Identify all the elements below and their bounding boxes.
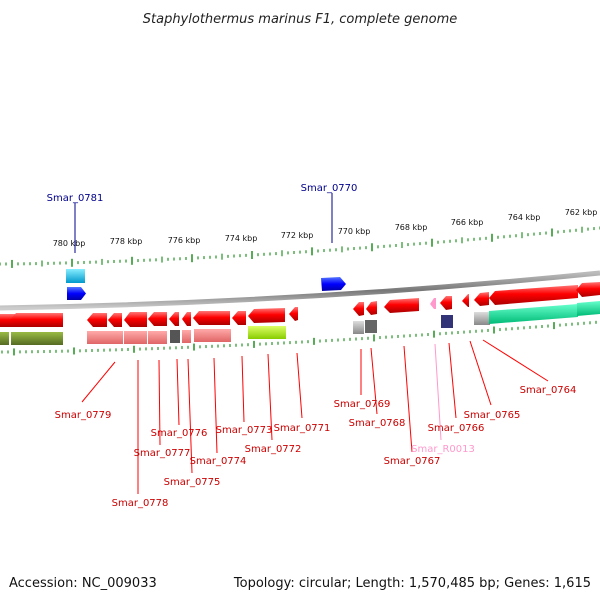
gene-arrow-smar-0765[interactable] <box>462 294 469 307</box>
gene-arrow-smar-0775[interactable] <box>169 312 179 326</box>
gene-label-smar-0774[interactable]: Smar_0774 <box>190 456 247 467</box>
gene-label-smar-0769[interactable]: Smar_0769 <box>334 399 391 410</box>
category-block <box>248 326 286 339</box>
leader-line <box>213 357 218 454</box>
leader-line <box>482 339 549 382</box>
gene-arrow-smar-0779[interactable] <box>87 313 107 327</box>
leader-line <box>448 342 457 419</box>
kbp-label: 768 kbp <box>395 223 428 232</box>
gene-arrow[interactable] <box>289 307 298 321</box>
gene-label-smar-0777[interactable]: Smar_0777 <box>134 448 191 459</box>
gene-label-smar-0773[interactable]: Smar_0773 <box>216 425 273 436</box>
gene-label-smar-r0013[interactable]: Smar_R0013 <box>411 444 475 455</box>
gene-arrow[interactable] <box>474 292 489 306</box>
gene-arrow-smar-0773[interactable] <box>193 311 230 325</box>
leader-line <box>434 343 442 441</box>
kbp-label: 774 kbp <box>225 234 258 243</box>
gene-arrow-smar-0776[interactable] <box>148 312 167 326</box>
kbp-scale: 780 kbp 778 kbp 776 kbp 774 kbp 772 kbp … <box>53 208 598 248</box>
kbp-label: 778 kbp <box>110 237 143 246</box>
accession-text: Accession: NC_009033 <box>9 576 157 591</box>
gene-label-smar-0764[interactable]: Smar_0764 <box>520 385 577 396</box>
category-block <box>124 331 147 344</box>
gene-arrow-smar-0771[interactable] <box>248 308 285 323</box>
gene-arrow[interactable] <box>10 313 63 327</box>
gene-arrow-smar-0768[interactable] <box>366 301 377 315</box>
leader-line <box>158 359 161 446</box>
category-block <box>353 321 364 334</box>
kbp-label: 764 kbp <box>508 213 541 222</box>
kbp-label: 776 kbp <box>168 236 201 245</box>
gene-label-smar-0772[interactable]: Smar_0772 <box>245 444 302 455</box>
category-block <box>11 332 63 345</box>
category-block <box>365 320 377 333</box>
genome-summary-text: Topology: circular; Length: 1,570,485 bp… <box>233 576 591 591</box>
gene-arrow-smar-0781[interactable] <box>67 287 86 300</box>
leader-line <box>176 358 180 426</box>
inner-tick-ring <box>1 320 597 356</box>
kbp-label: 770 kbp <box>338 227 371 236</box>
trna-arrow-smar-r0013[interactable] <box>430 298 436 309</box>
leader-line <box>81 361 116 403</box>
gene-label-smar-0778[interactable]: Smar_0778 <box>112 498 169 509</box>
genome-title: Staphylothermus marinus F1, complete gen… <box>143 12 458 27</box>
gene-label-smar-0775[interactable]: Smar_0775 <box>164 477 221 488</box>
leader-line <box>296 352 303 419</box>
leader-line <box>403 345 413 453</box>
forward-strand-features <box>66 269 346 300</box>
gene-arrow-smar-0777[interactable] <box>124 312 147 327</box>
genome-backbone <box>0 270 600 311</box>
category-block <box>577 301 600 316</box>
gene-arrow[interactable] <box>576 282 600 297</box>
category-block <box>441 315 453 328</box>
gene-arrow-smar-0767[interactable] <box>384 298 419 313</box>
gene-label-smar-0770[interactable]: Smar_0770 <box>301 183 358 194</box>
kbp-label: 772 kbp <box>281 231 314 240</box>
leader-line <box>187 358 193 474</box>
kbp-label: 780 kbp <box>53 239 86 248</box>
kbp-label: 766 kbp <box>451 218 484 227</box>
category-block <box>474 312 490 325</box>
category-block <box>148 331 167 344</box>
gene-arrow-smar-0769[interactable] <box>353 302 364 316</box>
gene-arrow-smar-0770[interactable] <box>321 277 346 291</box>
reverse-strand-features <box>0 282 600 327</box>
category-block <box>87 331 123 344</box>
gene-feature-smar-0781-cyan[interactable] <box>66 269 85 283</box>
gene-arrow-smar-0774[interactable] <box>182 312 191 326</box>
gene-label-smar-0765[interactable]: Smar_0765 <box>464 410 521 421</box>
category-block <box>0 332 9 345</box>
category-block <box>182 330 191 343</box>
gene-label-smar-0779[interactable]: Smar_0779 <box>55 410 112 421</box>
gene-label-smar-0771[interactable]: Smar_0771 <box>274 423 331 434</box>
gene-arrow-smar-0766[interactable] <box>440 296 452 310</box>
callout-lines <box>74 193 549 494</box>
category-block <box>170 330 180 343</box>
category-block <box>194 329 231 342</box>
leader-line <box>267 353 273 441</box>
gene-label-smar-0781[interactable]: Smar_0781 <box>47 193 104 204</box>
kbp-tick-ring <box>0 226 600 268</box>
kbp-label: 762 kbp <box>565 208 598 217</box>
leader-line <box>370 347 378 415</box>
leader-line <box>469 340 492 406</box>
gene-arrow-smar-0772[interactable] <box>232 311 246 325</box>
gene-label-smar-0766[interactable]: Smar_0766 <box>428 423 485 434</box>
gene-label-smar-0767[interactable]: Smar_0767 <box>384 456 441 467</box>
category-features <box>0 301 600 345</box>
category-block <box>489 304 578 324</box>
gene-label-smar-0768[interactable]: Smar_0768 <box>349 418 406 429</box>
leader-line <box>241 355 245 423</box>
gene-arrow-smar-0778[interactable] <box>108 313 122 327</box>
gene-labels: Smar_0781 Smar_0770 Smar_0779 Smar_0778 … <box>47 183 577 509</box>
gene-arrow-smar-0764[interactable] <box>489 285 578 305</box>
gene-label-smar-0776[interactable]: Smar_0776 <box>151 428 208 439</box>
